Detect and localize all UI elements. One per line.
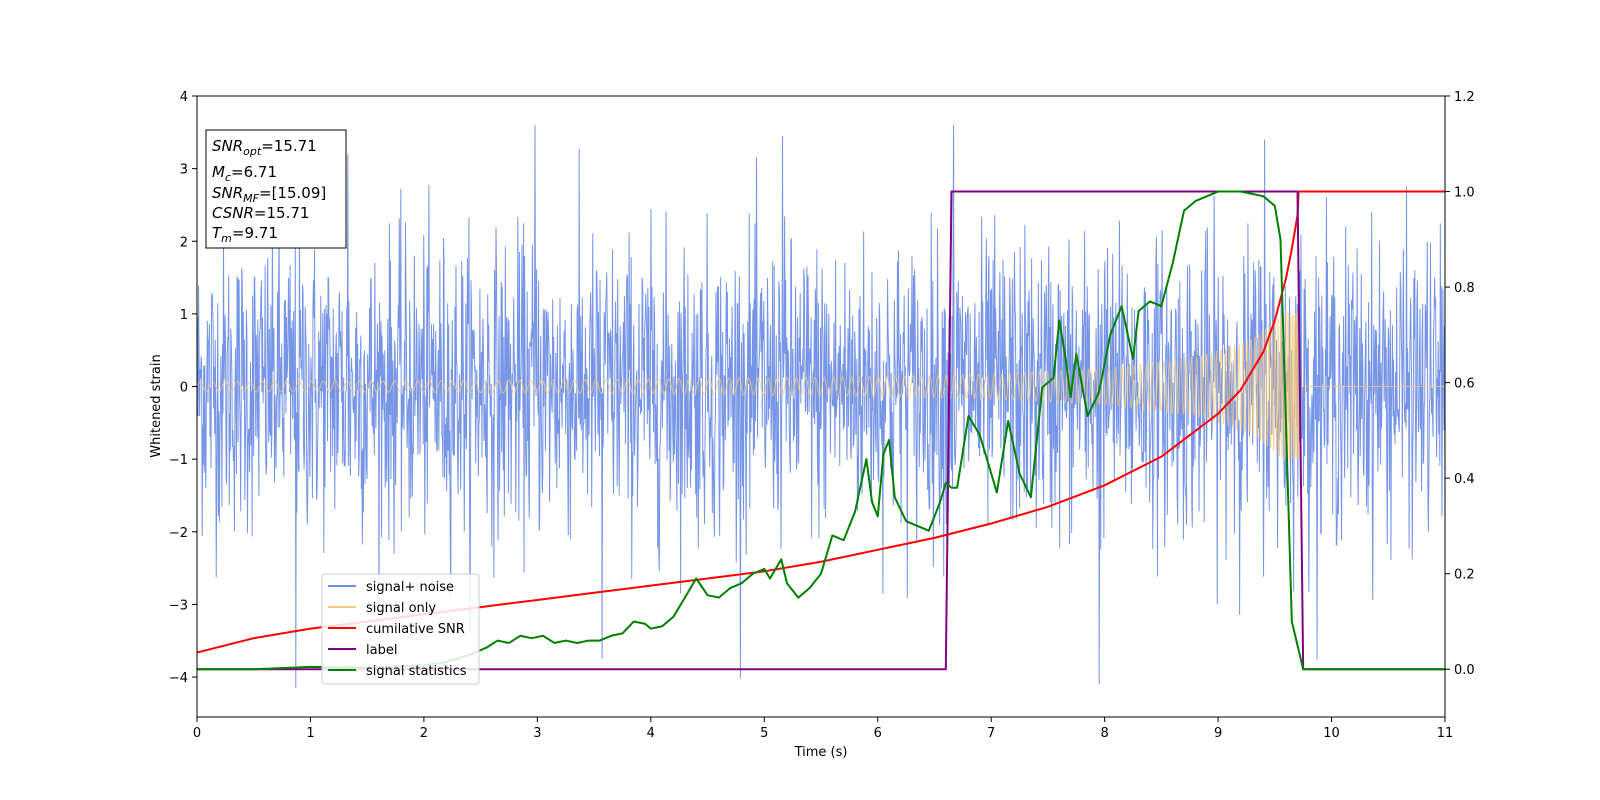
annotation-frame (205, 129, 347, 249)
x-tick-label: 10 (1323, 726, 1340, 741)
x-tick-label: 8 (1100, 726, 1108, 741)
ticks-layer: 0 1 2 3 4 5 6 7 8 9 10 11 −4 −3 −2 −1 0 1 2 3 4 0.0 0.2 0.4 0.6 0… (169, 90, 1475, 741)
legend-item-label: label (328, 643, 397, 658)
x-tick-label: 1 (306, 726, 314, 741)
y-tick-label: 4 (180, 90, 188, 105)
x-tick-label: 4 (647, 726, 655, 741)
series-signal-only (197, 310, 1445, 462)
series-signal-noise (197, 125, 1445, 688)
x-tick-label: 0 (193, 726, 201, 741)
legend-label-signal-statistics: signal statistics (366, 664, 467, 679)
x-tick-label: 5 (760, 726, 768, 741)
x-tick-label: 7 (987, 726, 995, 741)
x-tick-label: 9 (1214, 726, 1222, 741)
series-signal-statistics (197, 190, 1445, 671)
legend-label-signal-only: signal only (366, 601, 436, 616)
x-tick-label: 2 (420, 726, 428, 741)
legend-frame (321, 573, 480, 685)
y2-tick-label: 1.0 (1454, 186, 1475, 201)
y2-tick-label: 0.4 (1454, 472, 1475, 487)
x-tick-label: 3 (533, 726, 541, 741)
legend-label-signal-noise: signal+ noise (366, 580, 454, 595)
annotation-line-4: Tm=9.71 (212, 224, 278, 245)
legend: signal+ noise signal only cumilative SNR… (321, 573, 480, 685)
y-tick-label: 3 (180, 163, 188, 178)
plot-frame (196, 95, 1446, 718)
x-tick-label: 6 (874, 726, 882, 741)
annotation-line-1: Mc=6.71 (212, 163, 277, 184)
y-tick-label: 1 (180, 308, 188, 323)
legend-label-label: label (366, 643, 397, 658)
annotation-line-0: SNRopt=15.71 (212, 137, 317, 158)
y2-tick-label: 0.0 (1454, 663, 1475, 678)
legend-label-cumulative-snr: cumilative SNR (366, 622, 465, 637)
y-tick-label: −4 (169, 671, 188, 686)
y-tick-label: −1 (169, 453, 188, 468)
y-tick-label: −3 (169, 598, 188, 613)
y-axis-label: Whitened strain (149, 354, 164, 457)
legend-item-cumulative-snr: cumilative SNR (328, 622, 465, 637)
legend-item-signal-statistics: signal statistics (328, 664, 467, 679)
y2-tick-label: 0.8 (1454, 281, 1475, 296)
legend-item-signal-only: signal only (328, 601, 436, 616)
annotation-line-3: CSNR=15.71 (212, 204, 309, 222)
y2-tick-label: 1.2 (1454, 90, 1475, 105)
y-tick-label: −2 (169, 526, 188, 541)
annotation-line-2: SNRMF=[15.09] (212, 184, 326, 205)
y-tick-label: 0 (180, 381, 188, 396)
x-tick-label: 11 (1437, 726, 1454, 741)
y2-tick-label: 0.2 (1454, 568, 1475, 583)
annotation-box: SNRopt=15.71 Mc=6.71 SNRMF=[15.09] CSNR=… (205, 129, 347, 249)
x-axis-label: Time (s) (794, 745, 848, 760)
y-tick-label: 2 (180, 235, 188, 250)
legend-item-signal-noise: signal+ noise (328, 580, 454, 595)
y2-tick-label: 0.6 (1454, 377, 1475, 392)
